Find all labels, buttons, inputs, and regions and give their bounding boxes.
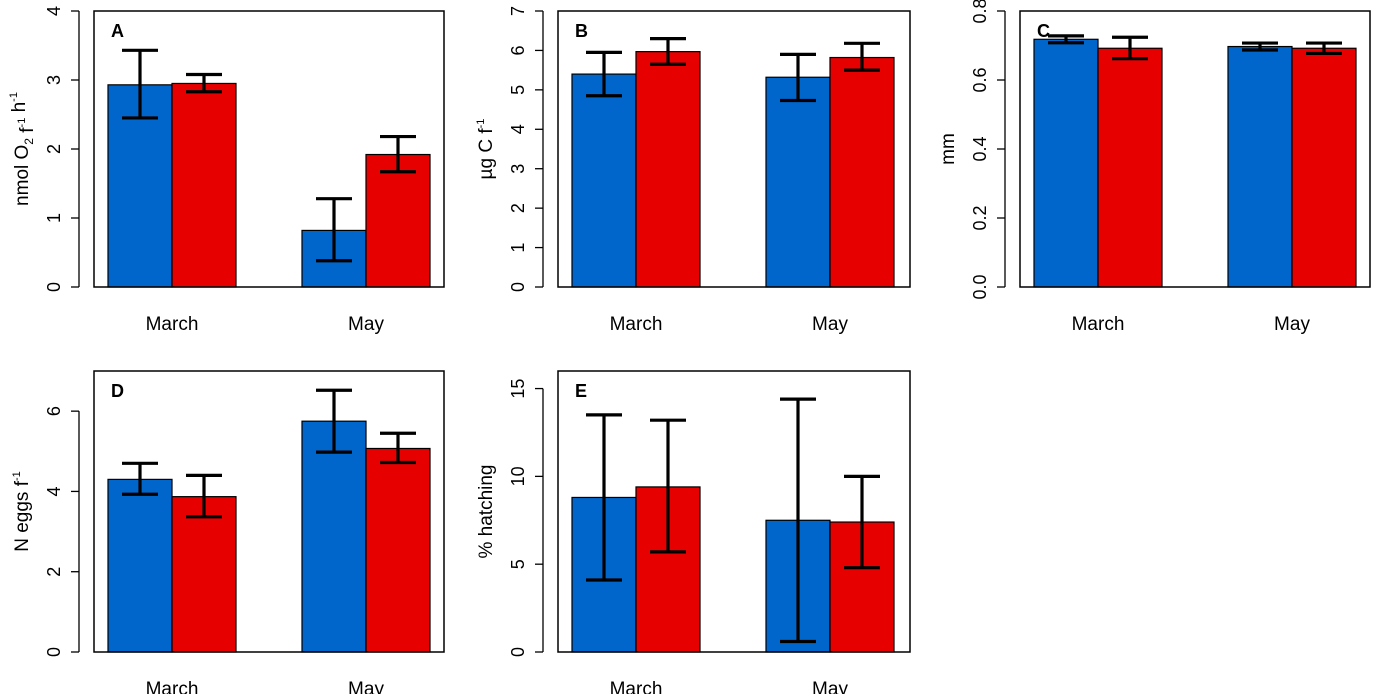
y-tick-label: 2 <box>44 567 64 577</box>
error-bar-e-march-red <box>650 418 686 554</box>
plot-frame <box>1019 10 1371 288</box>
y-axis-label: nmol O2 f-1 h-1 <box>8 92 38 206</box>
y-tick-label: 4 <box>44 486 64 496</box>
y-tick-label: 0 <box>44 282 64 292</box>
category-label: March <box>146 314 199 335</box>
panel-e: March May 0 5 10 15 E % hatching <box>476 370 911 694</box>
category-label: March <box>1072 314 1125 335</box>
plot-frame <box>557 10 911 288</box>
panel-d: March May 0 2 4 6 D N eggs f-1 <box>11 370 445 694</box>
error-bar-c-march-red <box>1112 35 1148 61</box>
category-label: March <box>610 314 663 335</box>
panel-c: March May 0.0 0.2 0.4 0.6 0.8 Cmm <box>938 0 1371 335</box>
error-bar-c-may-red <box>1306 41 1342 56</box>
bar-a-march-red <box>171 82 237 288</box>
y-tick-label: 15 <box>508 379 528 399</box>
panel-letter: D <box>111 381 124 401</box>
y-tick-label: 1 <box>508 243 528 253</box>
y-axis-label: mm <box>938 133 959 165</box>
error-bar-a-may-blue <box>316 197 352 263</box>
y-tick-label: 4 <box>44 6 64 16</box>
error-bar-c-march-blue <box>1048 34 1084 45</box>
bar-c-may-red <box>1291 47 1357 288</box>
plot-frame <box>557 370 911 653</box>
y-tick-label: 3 <box>508 164 528 174</box>
y-tick-label: 0.8 <box>970 0 990 24</box>
y-tick-label: 6 <box>508 45 528 55</box>
bar-c-march-red <box>1097 47 1163 288</box>
bar-e-may-red <box>829 521 895 653</box>
category-label: May <box>348 679 384 694</box>
panel-letter: C <box>1037 21 1050 41</box>
category-label: May <box>348 314 384 335</box>
error-bar-d-march-blue <box>122 461 158 496</box>
y-tick-label: 6 <box>44 406 64 416</box>
bar-c-march-blue <box>1033 38 1099 288</box>
y-axis-label: µg C f-1 <box>475 119 497 180</box>
error-bar-d-may-red <box>380 431 416 465</box>
category-label: May <box>1274 314 1310 335</box>
y-tick-label: 1 <box>44 213 64 223</box>
y-tick-label: 4 <box>508 124 528 134</box>
bar-b-may-blue <box>765 76 831 288</box>
panel-letter: B <box>575 21 588 41</box>
bar-c-may-blue <box>1227 45 1293 288</box>
panel-letter: E <box>575 381 587 401</box>
bar-d-march-blue <box>107 478 173 653</box>
y-tick-label: 3 <box>44 75 64 85</box>
y-tick-label: 0 <box>44 647 64 657</box>
y-tick-label: 10 <box>508 466 528 486</box>
y-tick-label: 5 <box>508 559 528 569</box>
bar-b-march-blue <box>571 73 637 288</box>
y-tick-label: 7 <box>508 6 528 16</box>
bar-d-may-blue <box>301 420 367 653</box>
bar-a-may-red <box>365 153 431 288</box>
error-bar-b-may-blue <box>780 52 816 103</box>
y-tick-label: 0 <box>508 282 528 292</box>
error-bar-d-may-blue <box>316 388 352 454</box>
y-tick-label: 0.6 <box>970 67 990 92</box>
bar-b-march-red <box>635 51 701 288</box>
error-bar-e-may-red <box>844 474 880 570</box>
error-bar-a-march-red <box>186 72 222 94</box>
panel-letter: A <box>111 21 124 41</box>
y-tick-label: 2 <box>44 144 64 154</box>
error-bar-e-march-blue <box>586 413 622 582</box>
category-label: May <box>812 679 848 694</box>
plot-frame <box>93 10 445 288</box>
error-bar-a-march-blue <box>122 48 158 120</box>
plot-frame <box>93 370 445 653</box>
category-label: May <box>812 314 848 335</box>
panel-b: March May 0 1 2 3 4 5 6 7 Bµg C f-1 <box>475 6 911 335</box>
error-bar-a-may-red <box>380 134 416 174</box>
y-tick-label: 0 <box>508 647 528 657</box>
y-tick-label: 0.4 <box>970 136 990 161</box>
error-bar-b-may-red <box>844 41 880 72</box>
y-tick-label: 0.2 <box>970 205 990 230</box>
bar-d-may-red <box>365 447 431 653</box>
error-bar-d-march-red <box>186 473 222 519</box>
y-axis-label: % hatching <box>476 464 497 558</box>
category-label: March <box>610 679 663 694</box>
bar-d-march-red <box>171 496 237 653</box>
y-tick-label: 2 <box>508 203 528 213</box>
error-bar-c-may-blue <box>1242 41 1278 52</box>
bar-b-may-red <box>829 56 895 288</box>
category-label: March <box>146 679 199 694</box>
y-axis-label: N eggs f-1 <box>11 471 33 552</box>
error-bar-b-march-red <box>650 36 686 66</box>
error-bar-b-march-blue <box>586 50 622 98</box>
y-tick-label: 0.0 <box>970 274 990 299</box>
y-tick-label: 5 <box>508 85 528 95</box>
error-bar-e-may-blue <box>780 397 816 644</box>
